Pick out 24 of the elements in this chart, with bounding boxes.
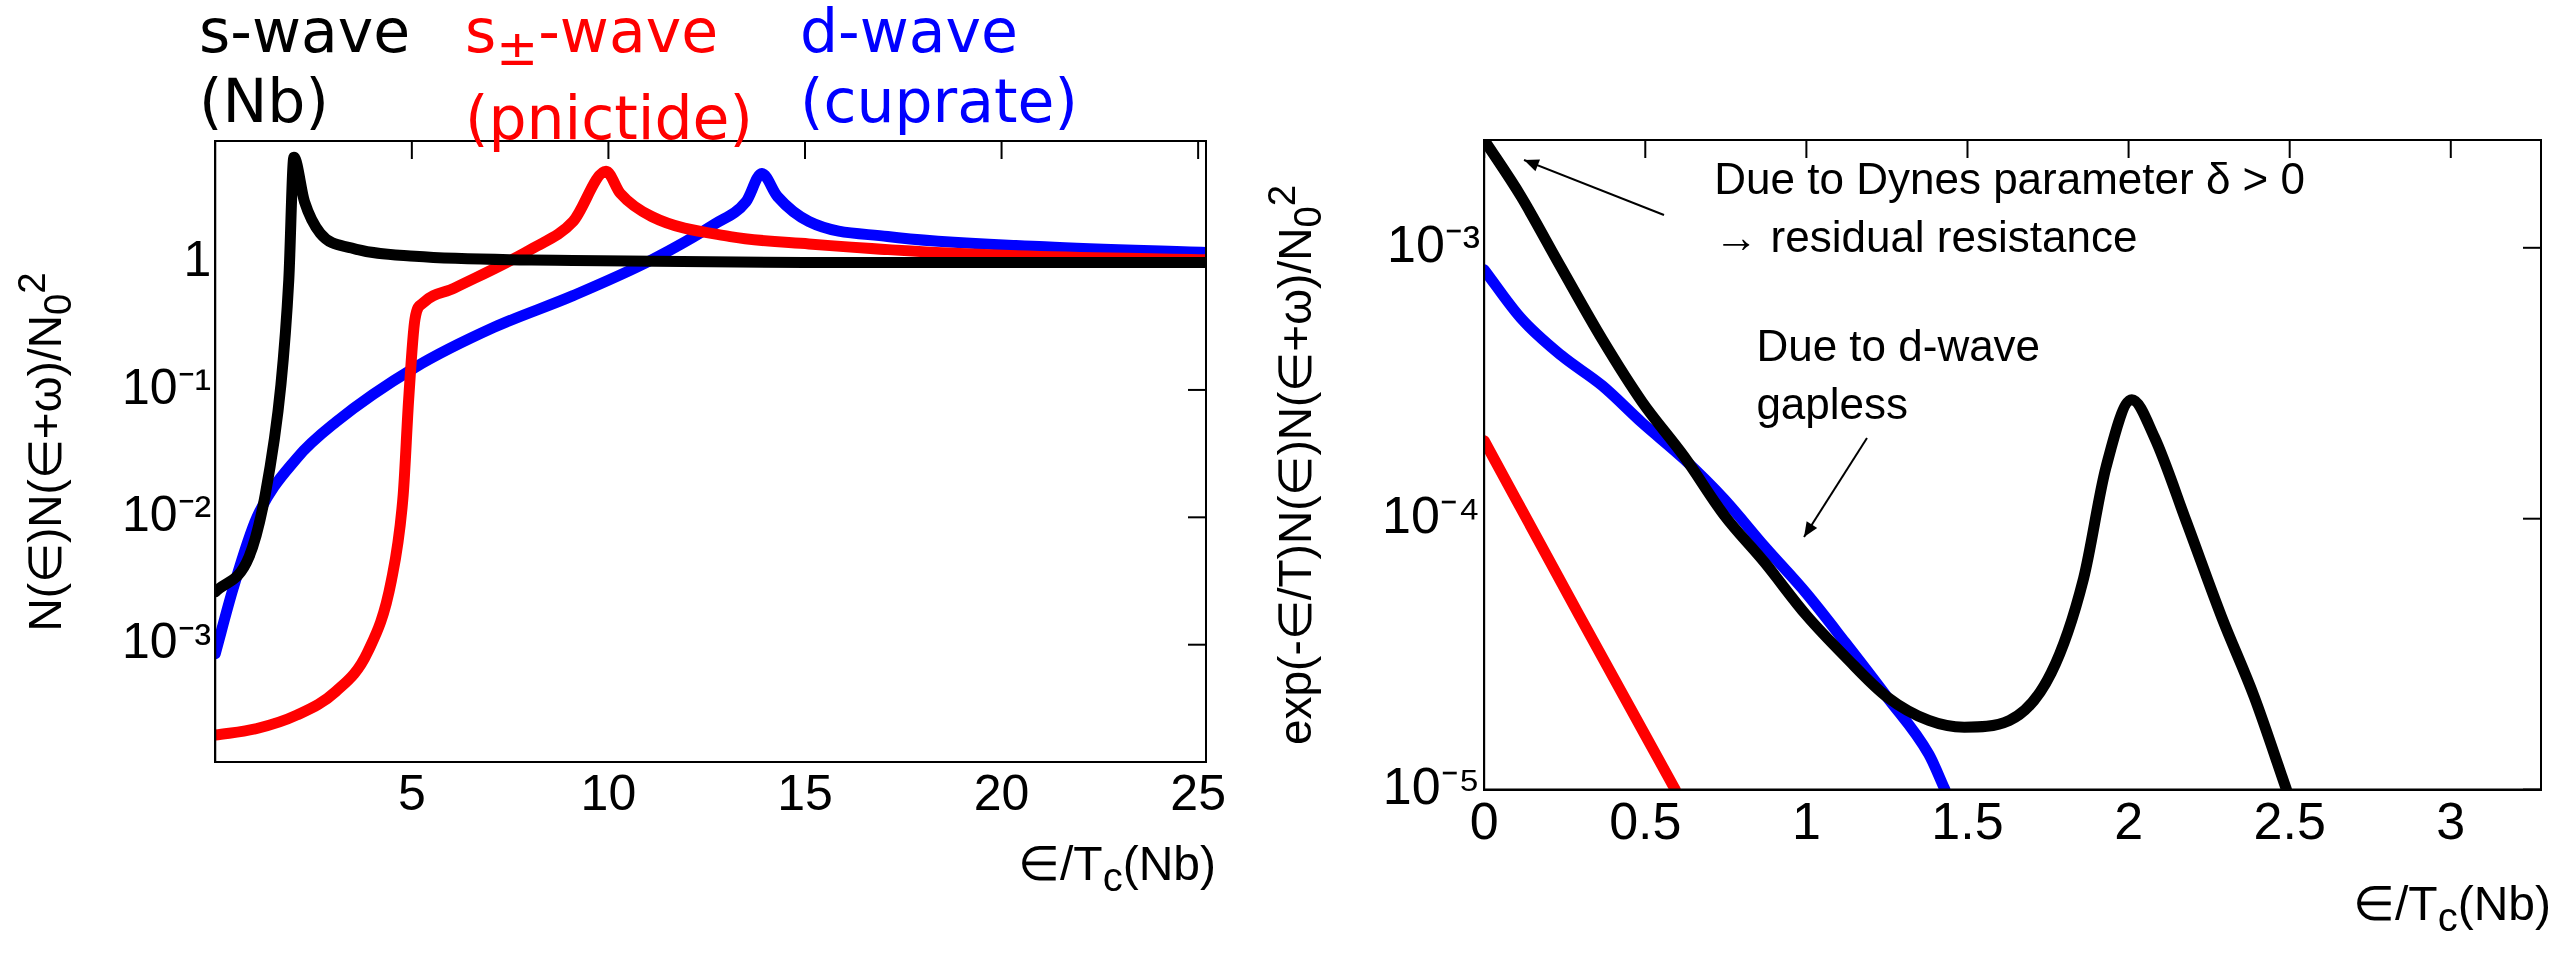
y-tick-label: 10⁻¹ bbox=[122, 358, 212, 415]
x-tick-label: 3 bbox=[2436, 792, 2466, 851]
x-tick-label: 20 bbox=[973, 764, 1030, 821]
y-tick-label: 10⁻⁴ bbox=[1382, 486, 1481, 545]
y-tick-label: 10⁻² bbox=[122, 486, 212, 543]
x-axis-title: ∈/T$_{c}$(Nb) bbox=[2353, 876, 2551, 940]
y-tick-label: 10⁻³ bbox=[1387, 215, 1481, 274]
annotation: Due to Dynes parameter δ > 0 → residual resistance bbox=[1714, 153, 2305, 264]
series-label: s-wave (Nb) bbox=[199, 0, 411, 136]
series-label: s$_{±}$-wave (pnictide) bbox=[465, 0, 753, 153]
x-tick-label: 10 bbox=[580, 764, 637, 821]
y-tick-label: 10⁻³ bbox=[122, 613, 212, 670]
x-tick-label: 2 bbox=[2114, 792, 2144, 851]
annotation: Due to d-wave gapless bbox=[1756, 319, 2041, 430]
x-tick-label: 1.5 bbox=[1931, 792, 2004, 851]
x-tick-label: 0.5 bbox=[1609, 792, 1682, 851]
x-axis-title: ∈/T$_{c}$(Nb) bbox=[1018, 836, 1216, 900]
x-tick-label: 25 bbox=[1170, 764, 1226, 821]
x-tick-label: 2.5 bbox=[2253, 792, 2326, 851]
x-tick-label: 15 bbox=[777, 764, 833, 821]
x-tick-label: 5 bbox=[397, 764, 426, 821]
series-label: d-wave (cuprate) bbox=[800, 0, 1078, 136]
y-tick-label: 1 bbox=[183, 231, 212, 288]
x-tick-label: 1 bbox=[1791, 792, 1821, 851]
